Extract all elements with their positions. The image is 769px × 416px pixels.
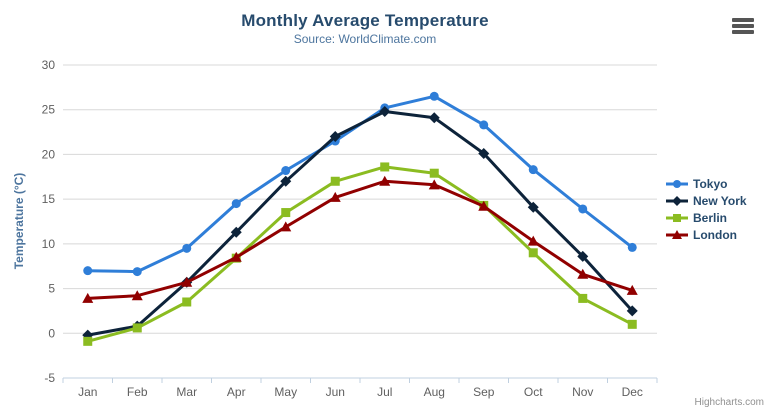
series-point-marker[interactable] — [673, 180, 681, 188]
legend-item-tokyo[interactable]: Tokyo — [666, 176, 747, 192]
series-point-marker[interactable] — [281, 208, 291, 218]
series-point-marker[interactable] — [627, 319, 637, 329]
y-tick-label: 10 — [42, 237, 56, 251]
series-point-marker[interactable] — [429, 168, 439, 178]
series-point-marker[interactable] — [379, 106, 391, 118]
series-point-marker[interactable] — [528, 165, 538, 175]
series-tokyo[interactable] — [83, 91, 637, 277]
series-point-marker[interactable] — [527, 235, 539, 246]
legend-item-new-york[interactable]: New York — [666, 193, 747, 209]
series-point-marker[interactable] — [182, 243, 192, 253]
legend-label: Tokyo — [693, 177, 728, 191]
series-point-marker[interactable] — [578, 204, 588, 214]
series-point-marker[interactable] — [181, 276, 193, 287]
series-point-marker[interactable] — [672, 196, 682, 206]
series-point-marker[interactable] — [626, 284, 638, 295]
legend-item-berlin[interactable]: Berlin — [666, 210, 747, 226]
legend: Tokyo New York Berlin London — [666, 176, 747, 243]
x-tick-label: May — [274, 385, 297, 399]
legend-label: London — [693, 228, 737, 242]
y-tick-label: 15 — [42, 192, 56, 206]
export-menu-button[interactable] — [729, 16, 757, 38]
series-point-marker[interactable] — [428, 179, 440, 190]
y-tick-label: -5 — [44, 371, 55, 385]
x-tick-label: Oct — [524, 385, 543, 399]
highcharts-credit[interactable]: Highcharts.com — [694, 397, 764, 408]
series-point-marker[interactable] — [428, 112, 440, 124]
x-tick-label: Sep — [473, 385, 495, 399]
legend-item-london[interactable]: London — [666, 227, 747, 243]
circle-marker-icon — [666, 180, 688, 188]
y-tick-label: 5 — [48, 282, 55, 296]
x-tick-label: Dec — [622, 385, 643, 399]
series-point-marker[interactable] — [626, 305, 638, 317]
series-point-marker[interactable] — [182, 297, 192, 307]
y-tick-label: 0 — [48, 326, 55, 340]
series-point-marker[interactable] — [627, 242, 637, 252]
series-point-marker[interactable] — [281, 166, 291, 176]
series-point-marker[interactable] — [578, 293, 588, 303]
x-tick-label: Jan — [78, 385, 97, 399]
series-point-marker[interactable] — [131, 290, 143, 301]
series-point-marker[interactable] — [329, 191, 341, 202]
x-tick-label: Jul — [377, 385, 392, 399]
series-london[interactable] — [82, 175, 638, 303]
x-tick-label: Apr — [227, 385, 246, 399]
series-line-new-york[interactable] — [86, 110, 634, 337]
y-tick-label: 20 — [42, 147, 56, 161]
series-line-london[interactable] — [86, 179, 634, 300]
y-tick-label: 30 — [42, 58, 56, 72]
series-point-marker[interactable] — [528, 248, 538, 258]
square-marker-icon — [666, 214, 688, 222]
series-point-marker[interactable] — [230, 251, 242, 262]
series-point-marker[interactable] — [132, 323, 142, 333]
series-point-marker[interactable] — [479, 120, 489, 130]
series-point-marker[interactable] — [380, 162, 390, 172]
legend-label: Berlin — [693, 211, 728, 225]
series-point-marker[interactable] — [83, 266, 93, 276]
series-point-marker[interactable] — [82, 292, 94, 303]
series-point-marker[interactable] — [478, 148, 490, 160]
x-tick-label: Feb — [127, 385, 148, 399]
x-tick-label: Mar — [176, 385, 197, 399]
legend-label: New York — [693, 194, 747, 208]
triangle-marker-icon — [666, 230, 688, 239]
chart-subtitle: Source: WorldClimate.com — [293, 32, 437, 46]
series-point-marker[interactable] — [230, 226, 242, 238]
series-line-berlin[interactable] — [86, 165, 634, 343]
series-point-marker[interactable] — [478, 200, 490, 211]
series-point-marker[interactable] — [577, 250, 589, 262]
chart-title: Monthly Average Temperature — [241, 11, 489, 30]
series-point-marker[interactable] — [673, 214, 681, 222]
series-point-marker[interactable] — [83, 336, 93, 346]
hamburger-icon — [732, 18, 754, 34]
series-point-marker[interactable] — [231, 199, 241, 209]
series-new-york[interactable] — [82, 106, 638, 341]
series-point-marker[interactable] — [379, 175, 391, 186]
y-tick-label: 25 — [42, 103, 56, 117]
x-tick-label: Aug — [424, 385, 445, 399]
series-point-marker[interactable] — [330, 176, 340, 186]
series-point-marker[interactable] — [429, 91, 439, 101]
series-point-marker[interactable] — [672, 230, 682, 239]
series-point-marker[interactable] — [280, 221, 292, 232]
series-point-marker[interactable] — [132, 267, 142, 277]
series-point-marker[interactable] — [527, 201, 539, 213]
x-tick-label: Jun — [326, 385, 345, 399]
x-tick-label: Nov — [572, 385, 593, 399]
series-point-marker[interactable] — [329, 131, 341, 143]
diamond-marker-icon — [666, 196, 688, 206]
series-point-marker[interactable] — [577, 268, 589, 279]
series-point-marker[interactable] — [280, 175, 292, 187]
